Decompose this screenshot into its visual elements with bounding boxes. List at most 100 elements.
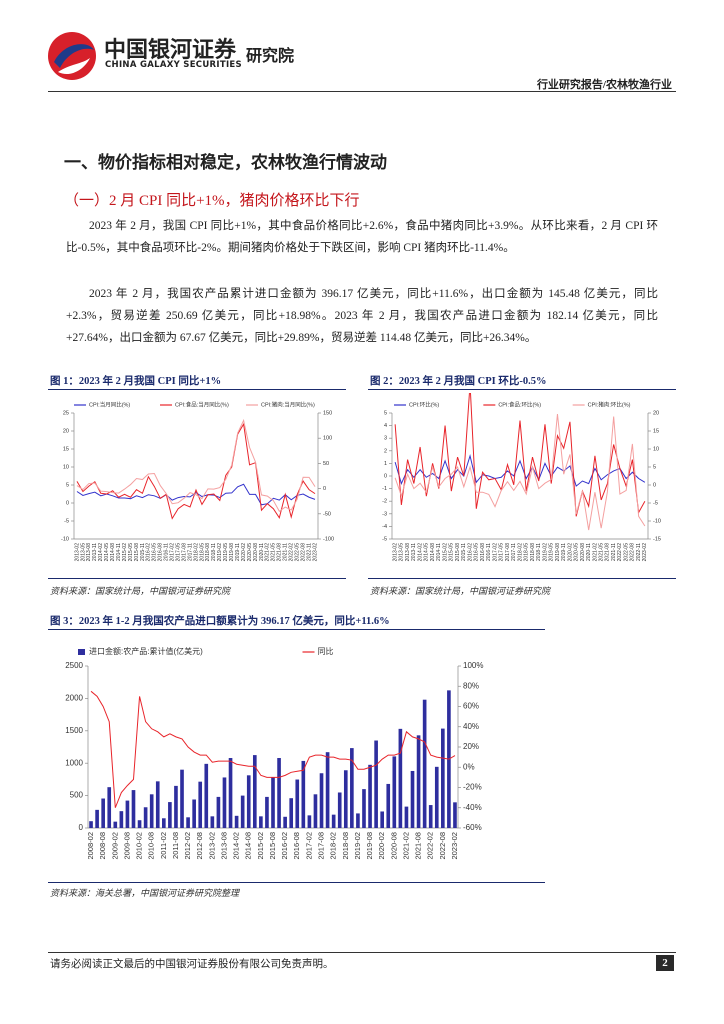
y-tick-label: 500 xyxy=(70,791,84,800)
bar xyxy=(313,794,318,828)
x-tick-label: 2015-08 xyxy=(268,832,277,860)
bar xyxy=(392,756,397,828)
y2-tick-label: 50 xyxy=(323,461,329,467)
header-rule xyxy=(48,91,676,92)
x-tick-label: 2020-02 xyxy=(377,832,386,860)
x-tick-label: 2021-02 xyxy=(592,543,598,562)
y-tick-label: 2500 xyxy=(65,661,83,670)
legend-label: CPI:食品:环比(%) xyxy=(498,400,541,408)
x-tick-label: 2014-02 xyxy=(232,832,241,860)
x-tick-label: 2021-11 xyxy=(283,543,289,561)
logo-en: CHINA GALAXY SECURITIES xyxy=(105,60,242,70)
y-tick-label: 20 xyxy=(63,428,69,434)
x-tick-label: 2022-11 xyxy=(636,543,642,561)
bar xyxy=(180,769,184,828)
bar xyxy=(143,807,148,828)
section-title: 一、物价指标相对稳定，农林牧渔行情波动 xyxy=(64,153,387,172)
y2-tick-label: -100 xyxy=(323,536,334,542)
x-tick-label: 2016-05 xyxy=(152,543,158,562)
y2-tick-label: -60% xyxy=(463,823,482,832)
y2-tick-label: -5 xyxy=(653,500,658,506)
y2-tick-label: 0% xyxy=(463,762,475,771)
bar xyxy=(174,785,178,828)
bar xyxy=(246,775,251,828)
bar xyxy=(168,802,172,828)
x-tick-label: 2020-05 xyxy=(247,543,253,562)
legend-swatch xyxy=(78,649,85,655)
x-tick-label: 2014-05 xyxy=(424,543,430,562)
bar xyxy=(107,787,112,828)
report-type: 行业研究报告/农林牧渔行业 xyxy=(536,79,672,91)
x-tick-label: 2010-02 xyxy=(135,832,144,860)
figure-rule xyxy=(368,578,676,579)
x-tick-label: 2017-02 xyxy=(304,832,313,860)
x-tick-label: 2018-08 xyxy=(530,543,536,562)
chart: 0 500 1000 1500 2000 2500 -60% -40% -20% 0% 20% 40%… xyxy=(65,646,483,860)
x-tick-label: 2016-08 xyxy=(292,832,301,860)
x-tick-label: 2019-02 xyxy=(542,543,548,562)
x-tick-label: 2016-02 xyxy=(146,543,152,562)
y2-tick-label: 150 xyxy=(323,410,332,416)
x-tick-label: 2014-08 xyxy=(430,543,436,562)
y2-tick-label: -15 xyxy=(653,536,661,542)
x-tick-label: 2019-02 xyxy=(353,832,362,860)
bar xyxy=(343,770,348,828)
x-tick-label: 2013-08 xyxy=(219,832,228,860)
x-tick-label: 2016-02 xyxy=(467,543,473,562)
x-tick-label: 2014-02 xyxy=(417,543,423,562)
x-tick-label: 2017-05 xyxy=(499,543,505,562)
x-tick-label: 2020-11 xyxy=(259,543,265,561)
figure-title: 图 2：2023 年 2 月我国 CPI 环比-0.5% xyxy=(370,376,547,387)
y-tick-label: 2 xyxy=(384,448,387,454)
x-tick-label: 2015-08 xyxy=(455,543,461,562)
x-tick-label: 2019-08 xyxy=(365,832,374,860)
bar xyxy=(325,752,330,828)
x-tick-label: 2017-02 xyxy=(170,543,176,562)
x-tick-label: 2023-02 xyxy=(642,543,648,562)
x-tick-label: 2017-08 xyxy=(181,543,187,562)
y2-tick-label: 0 xyxy=(653,482,656,488)
bar xyxy=(289,798,294,828)
x-tick-label: 2018-11 xyxy=(211,543,217,561)
x-tick-label: 2009-02 xyxy=(110,832,119,860)
y-tick-label: 0 xyxy=(79,823,84,832)
y2-tick-label: 10 xyxy=(653,446,659,452)
figure-source: 资料来源：国家统计局，中国银河证券研究院 xyxy=(370,586,551,596)
bar xyxy=(404,806,409,828)
bar xyxy=(234,815,239,828)
bar xyxy=(186,817,190,828)
x-tick-label: 2013-08 xyxy=(405,543,411,562)
y-tick-label: 5 xyxy=(66,482,69,488)
y-tick-label: 15 xyxy=(63,446,69,452)
bar xyxy=(210,816,215,828)
bar xyxy=(101,798,105,828)
x-tick-label: 2018-11 xyxy=(536,543,542,561)
legend-label: CPI:猪肉:环比(%) xyxy=(588,400,631,408)
line-series xyxy=(76,483,316,506)
x-tick-label: 2015-02 xyxy=(256,832,265,860)
logo-cn: 中国银河证券 xyxy=(104,38,237,63)
x-tick-label: 2016-11 xyxy=(164,543,170,561)
bar xyxy=(204,763,209,828)
bar xyxy=(368,764,372,828)
legend-label: 进口金额:农产品:累计值(亿美元) xyxy=(89,646,203,656)
y-tick-label: 4 xyxy=(384,423,387,429)
y-tick-label: 3 xyxy=(384,436,387,442)
y2-tick-label: -10 xyxy=(653,518,661,524)
x-tick-label: 2015-08 xyxy=(134,543,140,562)
x-tick-label: 2022-02 xyxy=(289,543,295,562)
x-tick-label: 2013-11 xyxy=(411,543,417,561)
y2-tick-label: 40% xyxy=(463,722,479,731)
bar xyxy=(301,760,306,828)
bar xyxy=(295,779,300,828)
legend-label: CPI:食品:当月同比(%) xyxy=(175,400,229,408)
y2-tick-label: 20% xyxy=(463,742,479,751)
x-tick-label: 2008-08 xyxy=(98,832,107,860)
y-tick-label: 0 xyxy=(384,473,387,479)
bar xyxy=(362,789,366,828)
line-series xyxy=(394,414,646,531)
x-tick-label: 2011-08 xyxy=(171,832,180,859)
x-tick-label: 2022-05 xyxy=(623,543,629,562)
bar xyxy=(416,735,421,828)
